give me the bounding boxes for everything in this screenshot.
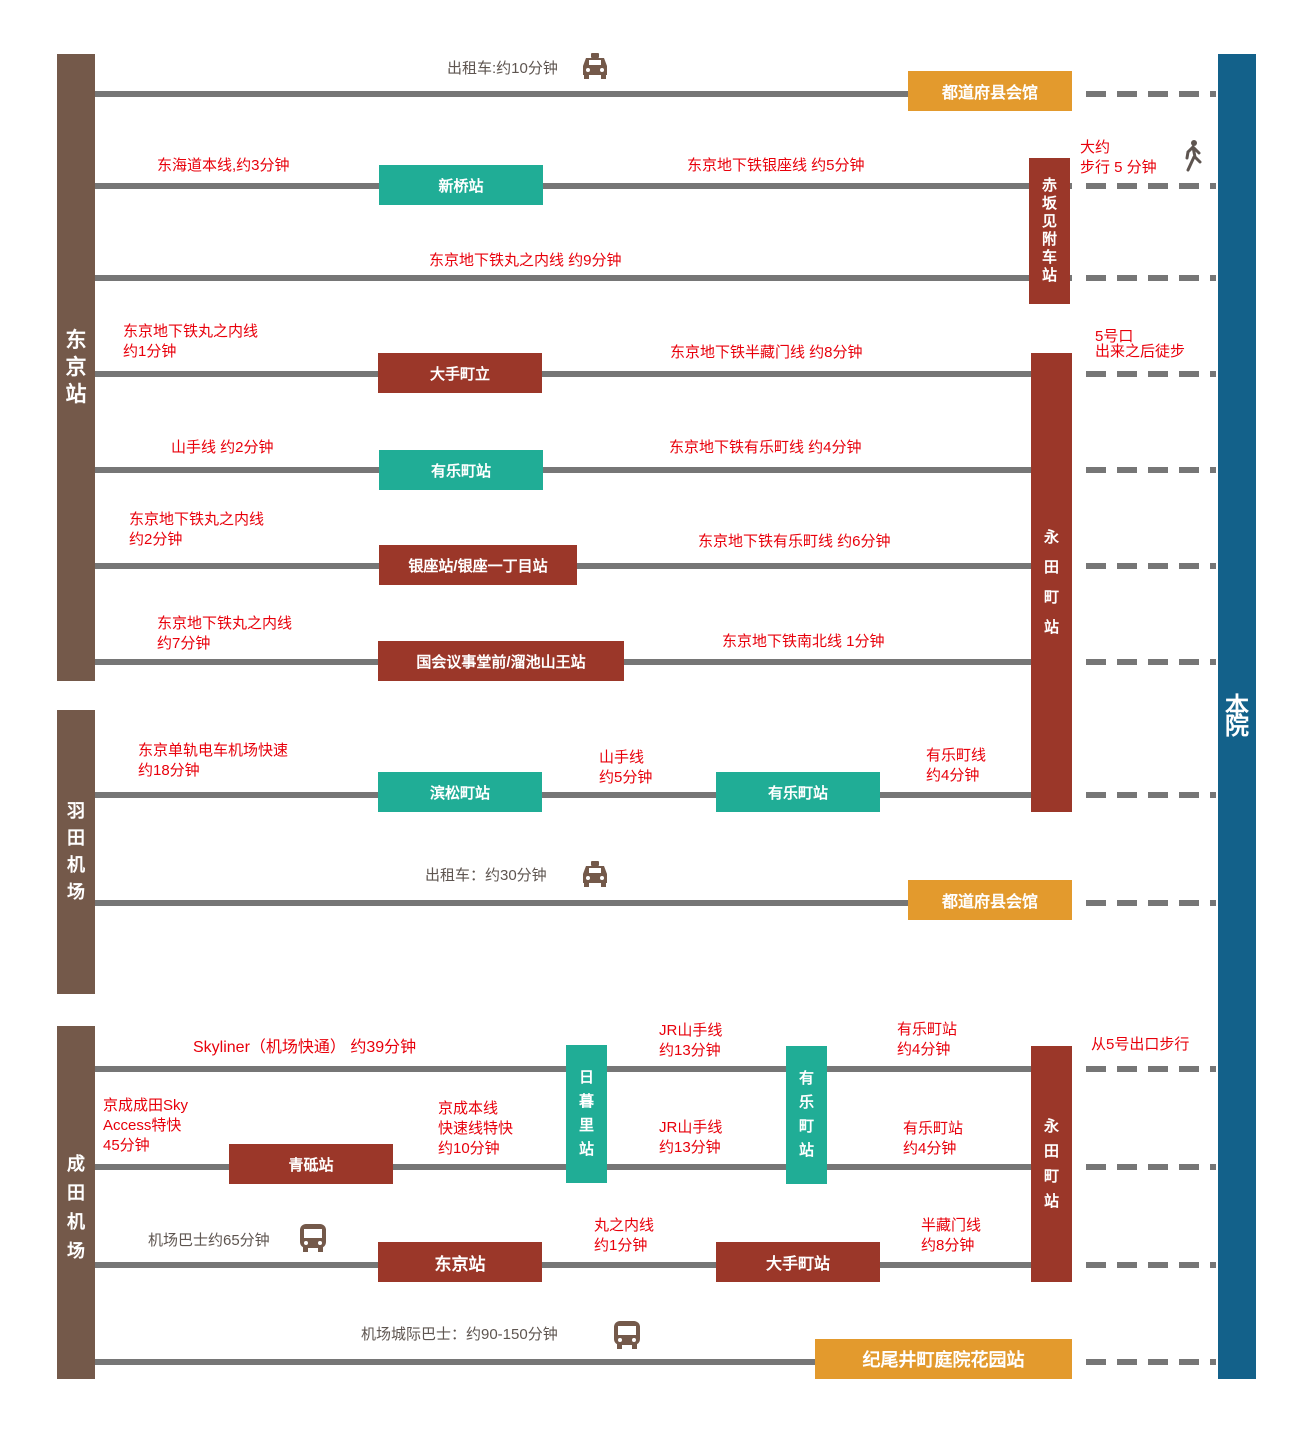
- route-label: 东京地下铁丸之内线 约7分钟: [157, 615, 293, 652]
- station-kioicho-garden: 纪尾井町庭院花园站: [815, 1339, 1072, 1379]
- station-nagatacho: 永 田 町 站: [1031, 1046, 1072, 1282]
- walk-dash: [1086, 1066, 1216, 1072]
- bus-icon: [614, 1321, 640, 1349]
- bus-icon: [300, 1224, 326, 1252]
- route-label: JR山手线 约13分钟: [659, 1022, 723, 1059]
- route-label: 东京地下铁丸之内线 约2分钟: [129, 511, 265, 548]
- route-label: 东京地下铁银座线 约5分钟: [687, 157, 865, 174]
- route-label: 有乐町线 约4分钟: [926, 747, 987, 784]
- walk-dash: [1086, 1359, 1216, 1365]
- walk-dash: [1086, 1164, 1216, 1170]
- station-yurakucho: 有乐町站: [716, 772, 880, 812]
- route-line: [95, 900, 1072, 906]
- route-label: 东京地下铁半藏门线 约8分钟: [670, 344, 863, 361]
- route-label: 东京地下铁南北线 1分钟: [722, 633, 885, 650]
- route-label: 京成本线 快速线特快 约10分钟: [438, 1100, 514, 1157]
- route-label: 出租车:约10分钟: [447, 60, 558, 77]
- taxi-icon: [583, 53, 607, 79]
- walk-dash: [1086, 371, 1216, 377]
- station-tokyo: 东京站: [378, 1242, 542, 1282]
- route-line: [95, 275, 1072, 281]
- route-label: 出租车：约30分钟: [425, 867, 547, 884]
- route-label: JR山手线 约13分钟: [659, 1119, 723, 1156]
- station-ginza: 银座站/银座一丁目站: [379, 545, 577, 585]
- route-label: 东海道本线,约3分钟: [157, 157, 290, 174]
- route-label: 有乐町站 约4分钟: [903, 1120, 964, 1157]
- route-label: 东京地下铁丸之内线 约1分钟: [123, 323, 259, 360]
- taxi-icon: [583, 861, 607, 887]
- route-label: 京成成田Sky Access特快 45分钟: [103, 1097, 189, 1154]
- route-label: 有乐町站 约4分钟: [897, 1021, 958, 1058]
- station-kokkai-gijidomae: 国会议事堂前/溜池山王站: [378, 641, 624, 681]
- route-line: [95, 792, 1072, 798]
- route-label: 机场巴士约65分钟: [148, 1232, 270, 1249]
- walk-dash: [1086, 183, 1216, 189]
- station-nippori: 日 暮 里 站: [566, 1045, 607, 1183]
- station-yurakucho: 有乐町站: [379, 450, 543, 490]
- destination-hospital: 本 院: [1218, 54, 1256, 1379]
- station-aoto: 青砥站: [229, 1144, 393, 1184]
- route-line: [95, 563, 1072, 569]
- route-label: 丸之内线 约1分钟: [594, 1217, 655, 1254]
- station-hamamatsucho: 滨松町站: [378, 772, 542, 812]
- station-todofuken-kaikan: 都道府县会馆: [908, 71, 1072, 111]
- walk-dash: [1086, 792, 1216, 798]
- route-label: 东京地下铁有乐町线 约4分钟: [669, 439, 862, 456]
- walk-label: 从5号出口步行: [1091, 1036, 1190, 1053]
- route-label: 东京地下铁有乐町线 约6分钟: [698, 533, 891, 550]
- route-line: [95, 467, 1072, 473]
- route-label: 东京地下铁丸之内线 约9分钟: [429, 252, 622, 269]
- origin-tokyo-station: 东 京 站: [57, 54, 95, 681]
- station-yurakucho: 有 乐 町 站: [786, 1046, 827, 1184]
- route-label: 机场城际巴士：约90-150分钟: [361, 1326, 558, 1343]
- walk-dash: [1086, 659, 1216, 665]
- route-line: [95, 1262, 1072, 1268]
- route-line: [95, 371, 1072, 377]
- walking-icon: [1185, 140, 1202, 172]
- route-line: [95, 183, 1072, 189]
- route-label: Skyliner（机场快通） 约39分钟: [193, 1039, 417, 1056]
- walk-dash: [1086, 900, 1216, 906]
- route-label: 半藏门线 约8分钟: [921, 1217, 982, 1254]
- route-line: [95, 1359, 1072, 1365]
- origin-narita-airport: 成 田 机 场: [57, 1026, 95, 1379]
- walk-dash: [1086, 467, 1216, 473]
- walk-label: 5号口 出来之后徒步: [1095, 328, 1186, 360]
- walk-dash: [1086, 1262, 1216, 1268]
- walk-dash: [1086, 91, 1216, 97]
- walk-dash: [1086, 563, 1216, 569]
- origin-haneda-airport: 羽 田 机 场: [57, 710, 95, 994]
- route-line: [95, 91, 1072, 97]
- route-label: 山手线 约2分钟: [171, 439, 274, 456]
- station-otemachi: 大手町站: [716, 1242, 880, 1282]
- route-label: 东京单轨电车机场快速 约18分钟: [138, 742, 289, 779]
- walk-label: 大约 步行 5 分钟: [1080, 139, 1157, 176]
- station-shimbashi: 新桥站: [379, 165, 543, 205]
- station-akasaka-mitsuke: 赤 坂 见 附 车 站: [1029, 158, 1070, 304]
- walk-dash: [1086, 275, 1216, 281]
- station-nagatacho: 永 田 町 站: [1031, 353, 1072, 812]
- route-label: 山手线 约5分钟: [599, 749, 653, 786]
- station-otemachi: 大手町立: [378, 353, 542, 393]
- station-todofuken-kaikan: 都道府县会馆: [908, 880, 1072, 920]
